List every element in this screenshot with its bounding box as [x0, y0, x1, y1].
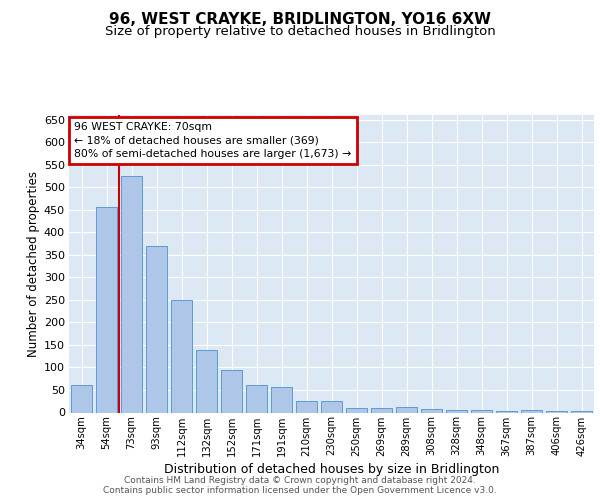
Bar	[121, 176, 142, 412]
Text: Size of property relative to detached houses in Bridlington: Size of property relative to detached ho…	[104, 25, 496, 38]
Text: 96 WEST CRAYKE: 70sqm
← 18% of detached houses are smaller (369)
80% of semi-det: 96 WEST CRAYKE: 70sqm ← 18% of detached …	[74, 122, 352, 159]
Bar	[171, 300, 192, 412]
Bar	[471, 410, 492, 412]
Y-axis label: Number of detached properties: Number of detached properties	[26, 171, 40, 357]
Bar	[421, 410, 442, 412]
Bar	[396, 407, 417, 412]
Bar	[221, 370, 242, 412]
X-axis label: Distribution of detached houses by size in Bridlington: Distribution of detached houses by size …	[164, 462, 499, 475]
Bar	[271, 387, 292, 412]
Bar	[296, 401, 317, 412]
Bar	[321, 401, 342, 412]
Bar	[146, 246, 167, 412]
Bar	[96, 208, 117, 412]
Text: Contains HM Land Registry data © Crown copyright and database right 2024.
Contai: Contains HM Land Registry data © Crown c…	[103, 476, 497, 495]
Bar	[546, 411, 567, 412]
Bar	[496, 410, 517, 412]
Bar	[571, 411, 592, 412]
Bar	[246, 386, 267, 412]
Bar	[371, 408, 392, 412]
Text: 96, WEST CRAYKE, BRIDLINGTON, YO16 6XW: 96, WEST CRAYKE, BRIDLINGTON, YO16 6XW	[109, 12, 491, 28]
Bar	[521, 410, 542, 412]
Bar	[71, 386, 92, 412]
Bar	[196, 350, 217, 412]
Bar	[446, 410, 467, 412]
Bar	[346, 408, 367, 412]
